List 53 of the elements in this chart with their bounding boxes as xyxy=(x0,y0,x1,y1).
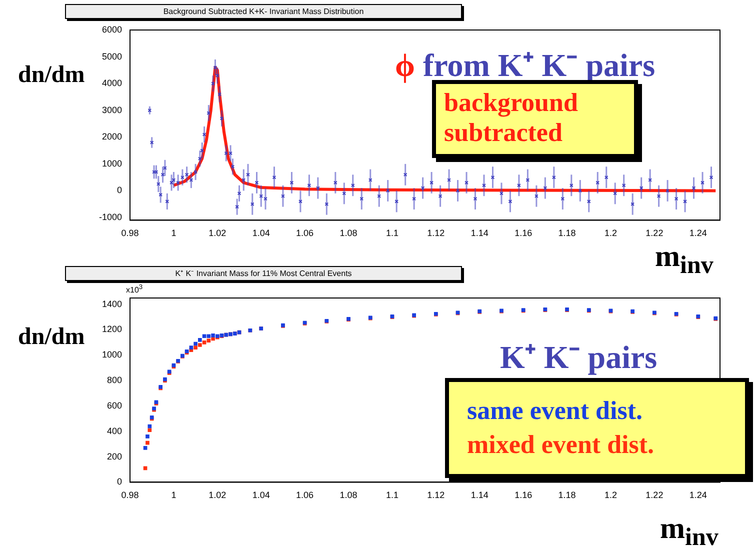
x-tick-label: 0.98 xyxy=(121,490,139,500)
x-tick-label: 1.08 xyxy=(340,490,358,500)
x-tick-label: 1.18 xyxy=(558,228,576,238)
x-tick-label: 1.2 xyxy=(604,490,617,500)
x-tick-label: 1.22 xyxy=(646,490,664,500)
x-tick-label: 1.02 xyxy=(208,228,226,238)
x-tick-label: 1.04 xyxy=(252,490,270,500)
x-tick-label: 1.16 xyxy=(514,228,532,238)
y-tick-label: 0 xyxy=(116,185,122,196)
y-axis-title: dn/dm xyxy=(18,62,85,89)
y-tick-label: -1000 xyxy=(98,212,122,222)
x-tick-label: 1.24 xyxy=(689,490,707,500)
x-tick-label: 1.22 xyxy=(646,228,664,238)
x-tick-label: 1.1 xyxy=(386,490,398,500)
x-tick-label: 1.12 xyxy=(427,490,445,500)
x-tick-label: 1.08 xyxy=(340,228,358,238)
x-tick-label: 1 xyxy=(171,490,176,500)
y-tick-label: 4000 xyxy=(102,78,122,88)
y-tick-label: 5000 xyxy=(102,51,122,62)
y-tick-label: 1000 xyxy=(102,350,122,360)
x-tick-label: 1.06 xyxy=(296,490,314,500)
x-tick-label: 1.14 xyxy=(470,490,488,500)
y-tick-label: 1200 xyxy=(102,324,122,334)
y-tick-label: 0 xyxy=(116,476,122,487)
text: x10$^{3}$ xyxy=(126,284,143,295)
x-tick-label: 1.16 xyxy=(514,490,532,500)
x-tick-label: 0.98 xyxy=(121,228,139,238)
x-axis-title: m$_{inv}$ xyxy=(655,240,714,280)
x-tick-label: 1.06 xyxy=(296,228,314,238)
x-tick-label: 1 xyxy=(171,228,176,238)
annotation: K⁺ K⁻ pairs xyxy=(500,339,658,375)
x-tick-label: 1.14 xyxy=(470,228,488,238)
x-tick-label: 1.12 xyxy=(427,228,445,238)
x-tick-label: 1.04 xyxy=(252,228,270,238)
x-tick-label: 1.1 xyxy=(386,228,398,238)
x-tick-label: 1.24 xyxy=(689,228,707,238)
chart-title: Background Subtracted K+K- Invariant Mass Distribution xyxy=(65,4,462,19)
y-tick-label: 3000 xyxy=(102,104,122,115)
y-tick-label: 6000 xyxy=(102,24,122,34)
y-tick-label: 800 xyxy=(106,375,122,386)
y-tick-label: 1000 xyxy=(102,158,122,168)
x-tick-label: 1.2 xyxy=(604,228,617,238)
y-tick-label: 1400 xyxy=(102,298,122,309)
y-tick-label: 2000 xyxy=(102,132,122,142)
x-tick-label: 1.02 xyxy=(208,490,226,500)
y-tick-label: 600 xyxy=(106,400,122,410)
y-axis-title: dn/dm xyxy=(18,324,85,351)
chart-title: K⁺ K⁻ Invariant Mass for 11% Most Central Events xyxy=(65,266,462,281)
annotation: ϕ from K⁺ K⁻ pairs xyxy=(395,47,656,83)
y-tick-label: 200 xyxy=(106,451,122,462)
y-tick-label: 400 xyxy=(106,426,122,436)
x-tick-label: 1.18 xyxy=(558,490,576,500)
x-axis-title: m$_{inv}$ xyxy=(660,512,718,552)
